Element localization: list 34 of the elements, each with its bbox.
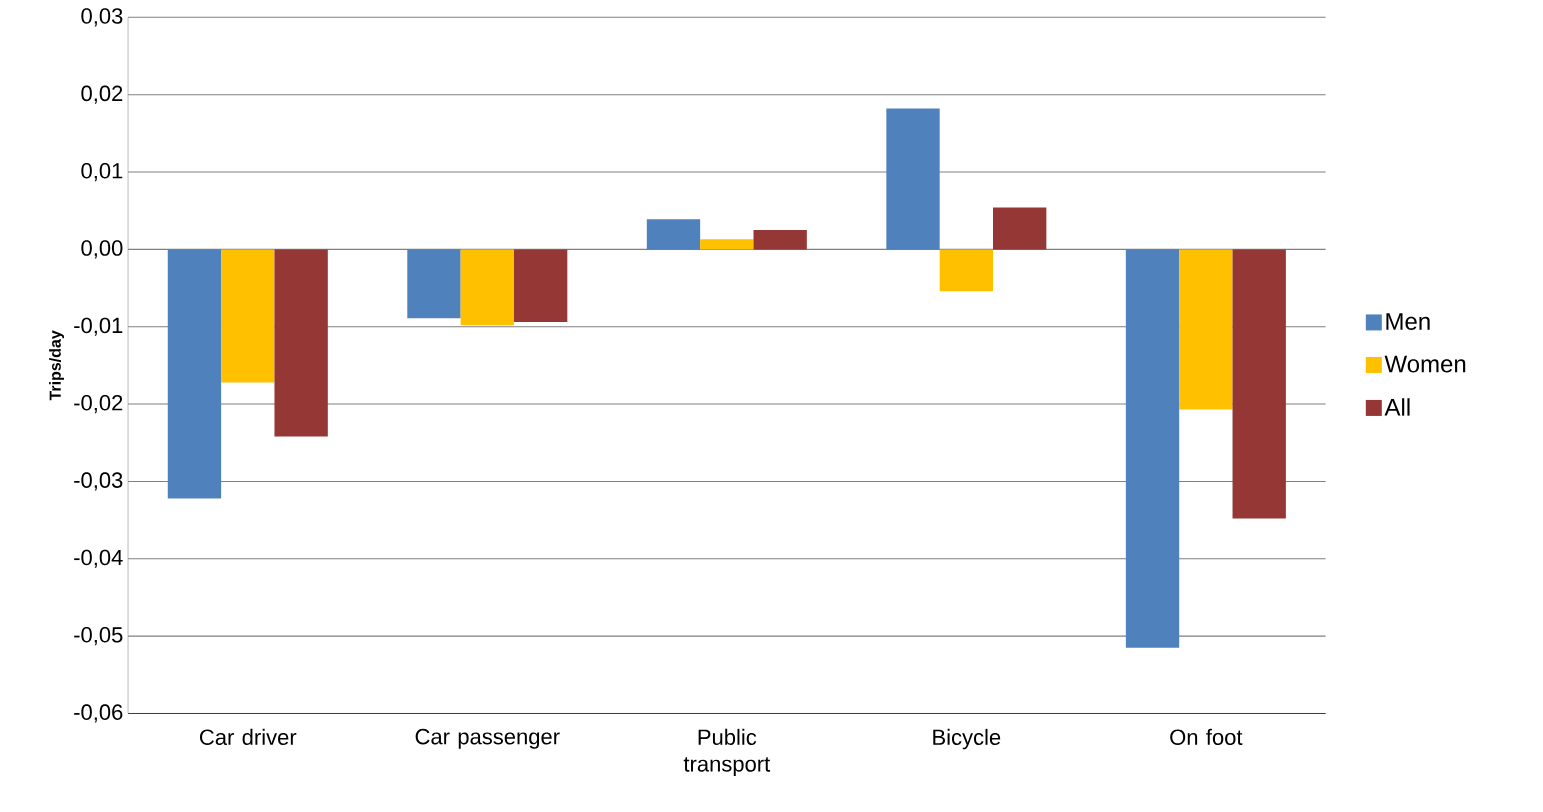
- bar: [221, 249, 275, 383]
- y-tick-label: -0,04: [74, 549, 123, 568]
- y-tick-label: -0,06: [74, 704, 123, 723]
- x-tick-label: Car driver: [199, 728, 297, 745]
- bar: [407, 249, 461, 319]
- y-tick-label: 0,00: [81, 240, 123, 259]
- bar: [939, 249, 994, 292]
- bar: [274, 249, 328, 437]
- y-tick-label: 0,02: [81, 85, 123, 104]
- bar: [700, 239, 754, 250]
- x-tick-label: Public transport: [683, 728, 771, 776]
- y-tick-label: 0,03: [81, 8, 123, 27]
- legend-label: Men: [1386, 313, 1430, 330]
- bar: [646, 219, 701, 250]
- y-tick-label: -0,01: [74, 317, 123, 336]
- y-tick-label: -0,02: [74, 394, 123, 414]
- y-axis-title: Trips/day: [49, 330, 65, 401]
- legend-label: All: [1384, 398, 1410, 416]
- bar: [753, 229, 807, 250]
- x-tick-label: Car passenger: [415, 728, 560, 749]
- x-tick-label: On foot: [1170, 728, 1243, 745]
- bar: [1232, 249, 1286, 519]
- bar: [886, 108, 940, 250]
- bar: [460, 249, 514, 326]
- y-tick-label: 0,01: [81, 162, 123, 182]
- y-tick-label: -0,05: [74, 626, 123, 646]
- bar: [993, 207, 1047, 250]
- bar: [1125, 249, 1180, 648]
- legend-label: Women: [1384, 355, 1466, 373]
- bar: [513, 249, 568, 323]
- bar: [167, 249, 222, 499]
- bar: [1179, 249, 1233, 410]
- y-tick-label: -0,03: [74, 472, 123, 491]
- x-tick-label: Bicycle: [933, 728, 1001, 750]
